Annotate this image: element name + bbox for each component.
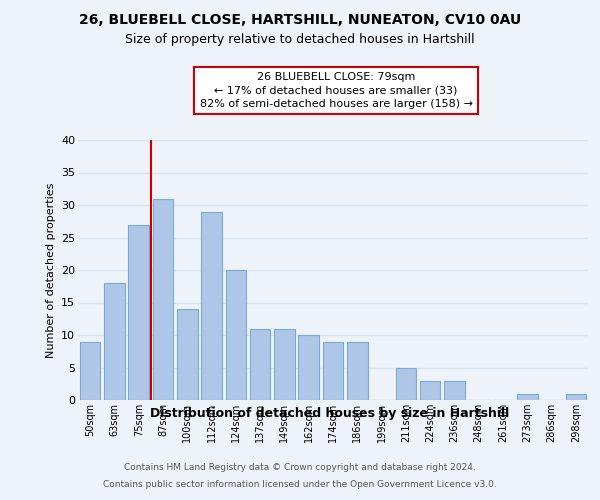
Bar xyxy=(80,342,100,400)
Text: Distribution of detached houses by size in Hartshill: Distribution of detached houses by size … xyxy=(151,408,509,420)
Bar xyxy=(347,342,368,400)
Bar xyxy=(152,198,173,400)
Bar xyxy=(517,394,538,400)
Bar xyxy=(201,212,222,400)
Text: Contains public sector information licensed under the Open Government Licence v3: Contains public sector information licen… xyxy=(103,480,497,489)
Bar xyxy=(420,380,440,400)
Bar xyxy=(323,342,343,400)
Text: 26, BLUEBELL CLOSE, HARTSHILL, NUNEATON, CV10 0AU: 26, BLUEBELL CLOSE, HARTSHILL, NUNEATON,… xyxy=(79,12,521,26)
Text: Contains HM Land Registry data © Crown copyright and database right 2024.: Contains HM Land Registry data © Crown c… xyxy=(124,462,476,471)
Bar xyxy=(128,224,149,400)
Bar xyxy=(250,328,271,400)
Bar xyxy=(226,270,246,400)
Bar xyxy=(177,309,197,400)
Text: 26 BLUEBELL CLOSE: 79sqm
← 17% of detached houses are smaller (33)
82% of semi-d: 26 BLUEBELL CLOSE: 79sqm ← 17% of detach… xyxy=(200,72,473,109)
Bar xyxy=(274,328,295,400)
Bar xyxy=(566,394,586,400)
Y-axis label: Number of detached properties: Number of detached properties xyxy=(46,182,56,358)
Bar xyxy=(395,368,416,400)
Bar xyxy=(298,335,319,400)
Bar xyxy=(104,283,125,400)
Bar xyxy=(444,380,465,400)
Text: Size of property relative to detached houses in Hartshill: Size of property relative to detached ho… xyxy=(125,32,475,46)
